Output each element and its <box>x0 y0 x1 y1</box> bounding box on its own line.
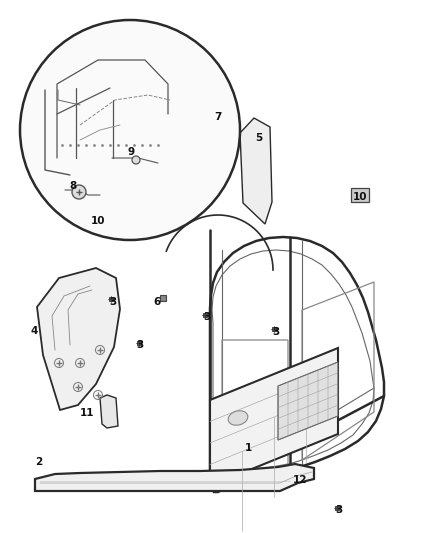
Text: 9: 9 <box>127 147 134 157</box>
Polygon shape <box>209 348 337 486</box>
Text: 10: 10 <box>91 216 105 226</box>
Text: 11: 11 <box>80 408 94 418</box>
Text: 10: 10 <box>352 192 367 202</box>
Text: 12: 12 <box>292 475 307 485</box>
Text: 3: 3 <box>136 340 143 350</box>
Text: 2: 2 <box>35 457 42 467</box>
Text: 7: 7 <box>214 112 221 122</box>
Bar <box>94 212 112 226</box>
Text: 6: 6 <box>153 297 160 307</box>
Text: 3: 3 <box>335 505 342 515</box>
Circle shape <box>20 20 240 240</box>
Polygon shape <box>277 362 337 440</box>
Circle shape <box>132 156 140 164</box>
Text: 4: 4 <box>30 326 38 336</box>
Polygon shape <box>35 464 313 491</box>
Polygon shape <box>100 395 118 428</box>
Bar <box>350 188 368 202</box>
Circle shape <box>72 185 86 199</box>
Text: 3: 3 <box>272 327 279 337</box>
Polygon shape <box>37 268 120 410</box>
Text: 1: 1 <box>244 443 251 453</box>
Text: 3: 3 <box>203 312 210 322</box>
Ellipse shape <box>228 411 247 425</box>
Text: 3: 3 <box>109 297 117 307</box>
Text: 8: 8 <box>69 181 77 191</box>
Text: 5: 5 <box>255 133 262 143</box>
Polygon shape <box>240 118 272 224</box>
